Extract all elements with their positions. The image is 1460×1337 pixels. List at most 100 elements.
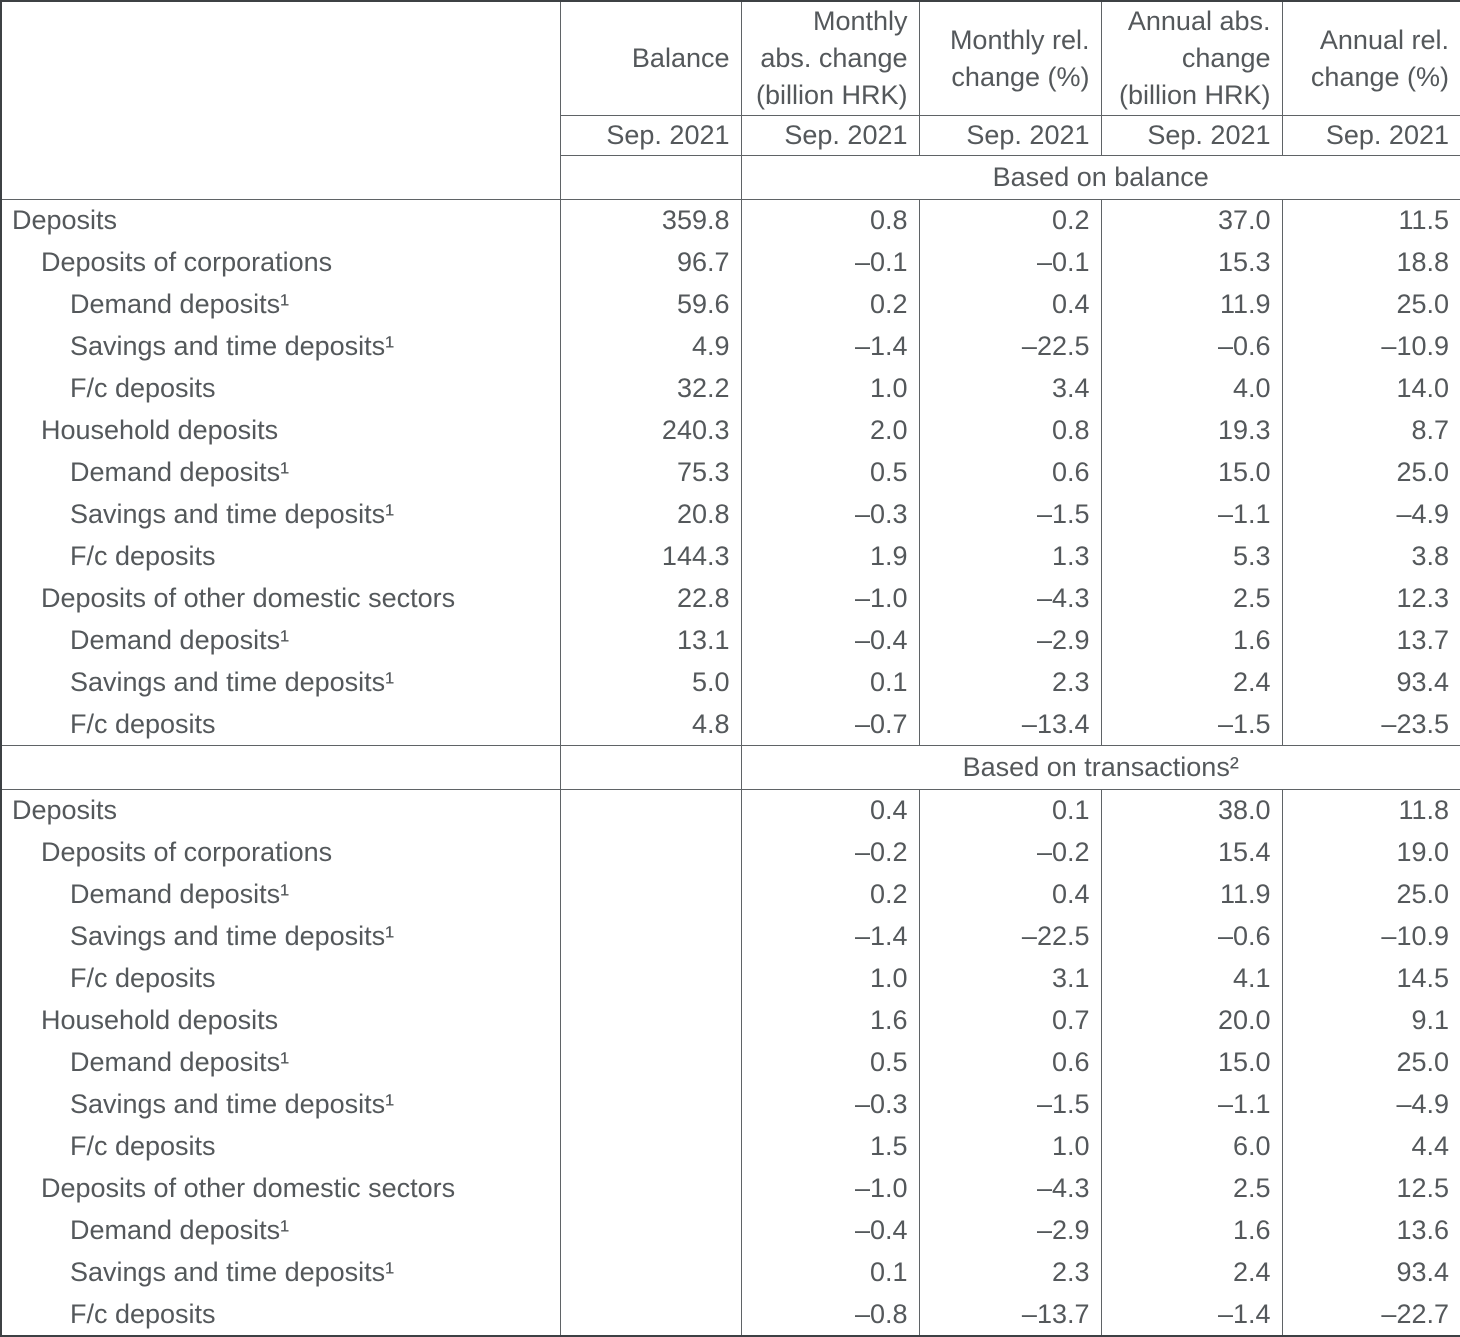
value-cell: –4.9 (1281, 1083, 1460, 1126)
value-cell: 0.4 (740, 789, 919, 832)
section-row-label-spacer (0, 745, 560, 790)
value-cell: 15.0 (1100, 451, 1282, 494)
table-row: Savings and time deposits¹ 20.8 –0.3 –1.5 –1… (0, 493, 1460, 536)
row-label: Deposits of corporations (0, 831, 560, 874)
value-cell: –0.6 (1100, 325, 1282, 368)
value-cell (559, 999, 741, 1042)
section-row-balance-spacer (559, 745, 741, 790)
section-title: Based on transactions² (740, 745, 1460, 790)
table-row: Deposits of other domestic sectors –1.0 –4… (0, 1167, 1460, 1210)
value-cell: 5.3 (1100, 535, 1282, 578)
value-cell: 9.1 (1281, 999, 1460, 1042)
value-cell: 19.0 (1281, 831, 1460, 874)
value-cell: 13.7 (1281, 619, 1460, 662)
value-cell: –1.4 (740, 325, 919, 368)
row-label: Deposits (0, 789, 560, 832)
value-cell: 96.7 (559, 241, 741, 284)
value-cell: 1.9 (740, 535, 919, 578)
value-cell: –0.8 (740, 1293, 919, 1336)
row-label: Deposits of other domestic sectors (0, 1167, 560, 1210)
table-row: Savings and time deposits¹ –0.3 –1.5 –1.1 –4… (0, 1083, 1460, 1126)
value-cell: 1.3 (918, 535, 1101, 578)
value-cell (559, 1041, 741, 1084)
table-row: F/c deposits 1.5 1.0 6.0 4.4 (0, 1125, 1460, 1168)
value-cell: –0.1 (740, 241, 919, 284)
value-cell: 3.4 (918, 367, 1101, 410)
value-cell: –10.9 (1281, 325, 1460, 368)
row-label: Savings and time deposits¹ (0, 1251, 560, 1294)
value-cell: 2.0 (740, 409, 919, 452)
table-row: F/c deposits 144.3 1.9 1.3 5.3 3.8 (0, 535, 1460, 578)
column-header-monthly-rel-change: Monthly rel. change (%) (918, 1, 1101, 116)
value-cell: 59.6 (559, 283, 741, 326)
column-header-row: Balance Monthly abs. change (billion HRK… (0, 1, 1460, 200)
row-label: F/c deposits (0, 367, 560, 410)
value-cell: –22.5 (918, 915, 1101, 958)
section-row: Based on transactions² (0, 745, 1460, 790)
row-label: Savings and time deposits¹ (0, 493, 560, 536)
table-row: Deposits of other domestic sectors 22.8 –1… (0, 577, 1460, 620)
table-row: Deposits of corporations 96.7 –0.1 –0.1 15.3… (0, 241, 1460, 284)
period-header-annual-rel-change: Sep. 2021 (1281, 115, 1460, 156)
value-cell: 1.0 (740, 367, 919, 410)
row-label: F/c deposits (0, 1293, 560, 1336)
value-cell (559, 789, 741, 832)
value-cell: 38.0 (1100, 789, 1282, 832)
value-cell: 144.3 (559, 535, 741, 578)
value-cell: –0.2 (918, 831, 1101, 874)
value-cell: 6.0 (1100, 1125, 1282, 1168)
table-row: Savings and time deposits¹ 5.0 0.1 2.3 2.4 93… (0, 661, 1460, 704)
row-label: Deposits (0, 199, 560, 242)
row-label: Demand deposits¹ (0, 619, 560, 662)
row-label: F/c deposits (0, 703, 560, 746)
value-cell: 11.8 (1281, 789, 1460, 832)
value-cell: –0.7 (740, 703, 919, 746)
table-row: Demand deposits¹ 0.2 0.4 11.9 25.0 (0, 873, 1460, 916)
row-label: F/c deposits (0, 957, 560, 1000)
table-row: F/c deposits –0.8 –13.7 –1.4 –22.7 (0, 1293, 1460, 1336)
value-cell: 15.4 (1100, 831, 1282, 874)
value-cell: 12.5 (1281, 1167, 1460, 1210)
value-cell: 2.3 (918, 661, 1101, 704)
value-cell: –22.7 (1281, 1293, 1460, 1336)
table-row: Savings and time deposits¹ 0.1 2.3 2.4 93.4 (0, 1251, 1460, 1294)
value-cell: –1.0 (740, 577, 919, 620)
value-cell: 3.1 (918, 957, 1101, 1000)
value-cell: 93.4 (1281, 1251, 1460, 1294)
row-label: F/c deposits (0, 535, 560, 578)
value-cell: 11.9 (1100, 283, 1282, 326)
value-cell: –1.4 (740, 915, 919, 958)
value-cell: 240.3 (559, 409, 741, 452)
value-cell: 2.3 (918, 1251, 1101, 1294)
value-cell (559, 1167, 741, 1210)
section-row-balance-spacer (559, 155, 741, 200)
value-cell: 14.5 (1281, 957, 1460, 1000)
period-header-row: Sep. 2021 Sep. 2021 Sep. 2021 Sep. 2021 … (1, 115, 1460, 156)
value-cell: 2.4 (1100, 661, 1282, 704)
table-row: Demand deposits¹ –0.4 –2.9 1.6 13.6 (0, 1209, 1460, 1252)
value-cell: 0.5 (740, 451, 919, 494)
table-row: Savings and time deposits¹ 4.9 –1.4 –22.5 –0… (0, 325, 1460, 368)
column-header-annual-abs-change: Annual abs. change (billion HRK) (1100, 1, 1282, 116)
value-cell: 25.0 (1281, 283, 1460, 326)
table-row: Demand deposits¹ 13.1 –0.4 –2.9 1.6 13.7 (0, 619, 1460, 662)
value-cell (559, 1293, 741, 1336)
value-cell: –0.3 (740, 1083, 919, 1126)
value-cell: 0.8 (740, 199, 919, 242)
value-cell: 13.6 (1281, 1209, 1460, 1252)
value-cell: 0.1 (918, 789, 1101, 832)
value-cell: –10.9 (1281, 915, 1460, 958)
value-cell: 8.7 (1281, 409, 1460, 452)
value-cell: –1.5 (918, 1083, 1101, 1126)
value-cell: 0.1 (740, 1251, 919, 1294)
value-cell: 0.5 (740, 1041, 919, 1084)
value-cell: –4.3 (918, 577, 1101, 620)
value-cell: 22.8 (559, 577, 741, 620)
period-header-balance: Sep. 2021 (559, 115, 741, 156)
value-cell: 32.2 (559, 367, 741, 410)
value-cell: 20.8 (559, 493, 741, 536)
row-label: Savings and time deposits¹ (0, 661, 560, 704)
row-label: Demand deposits¹ (0, 451, 560, 494)
